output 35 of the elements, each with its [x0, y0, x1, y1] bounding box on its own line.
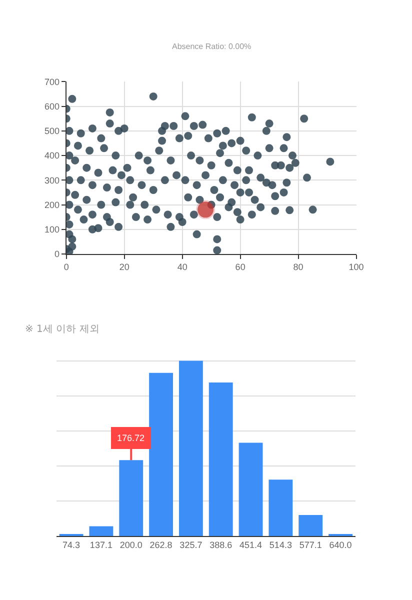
bar: [268, 480, 293, 536]
y-tick-label: 400: [44, 150, 60, 161]
x-tick-label: 200.0: [120, 540, 142, 550]
annotation: 176.72: [117, 433, 145, 443]
x-tick-label: 40: [177, 262, 188, 272]
x-tick-label: 100: [348, 262, 364, 272]
x-tick-label: 74.3: [62, 540, 80, 550]
y-tick-label: 100: [44, 224, 60, 235]
bar: [208, 382, 233, 536]
bar: [238, 442, 263, 536]
x-tick-label: 640.0: [329, 540, 352, 550]
y-tick-label: 300: [44, 175, 60, 186]
x-tick-label: 514.3: [269, 540, 292, 550]
y-tick-label: 200: [44, 200, 60, 210]
y-tick-label: 600: [44, 101, 60, 112]
x-tick-label: 0: [64, 262, 69, 272]
x-tick-label: 20: [119, 262, 130, 272]
x-tick-label: 137.1: [90, 540, 112, 550]
chart-title: Absence Ratio: 0.00%: [172, 42, 252, 51]
x-tick-label: 60: [235, 262, 246, 272]
bar: [298, 514, 323, 536]
x-tick-label: 388.6: [210, 540, 232, 550]
x-tick-label: 80: [293, 262, 304, 272]
y-tick-label: 700: [44, 76, 60, 87]
x-tick-label: 325.7: [180, 540, 202, 550]
bar: [149, 372, 174, 536]
x-tick-label: 577.1: [299, 540, 322, 550]
chart-subtitle: ※ 1세 이하 제외: [25, 324, 100, 335]
y-tick-label: 500: [44, 126, 60, 136]
x-tick-label: 451.4: [240, 540, 262, 550]
bar: [178, 360, 203, 536]
bar: [89, 526, 114, 536]
y-tick-label: 0: [54, 249, 60, 260]
x-tick-label: 262.8: [150, 540, 172, 550]
bar: [119, 460, 144, 536]
